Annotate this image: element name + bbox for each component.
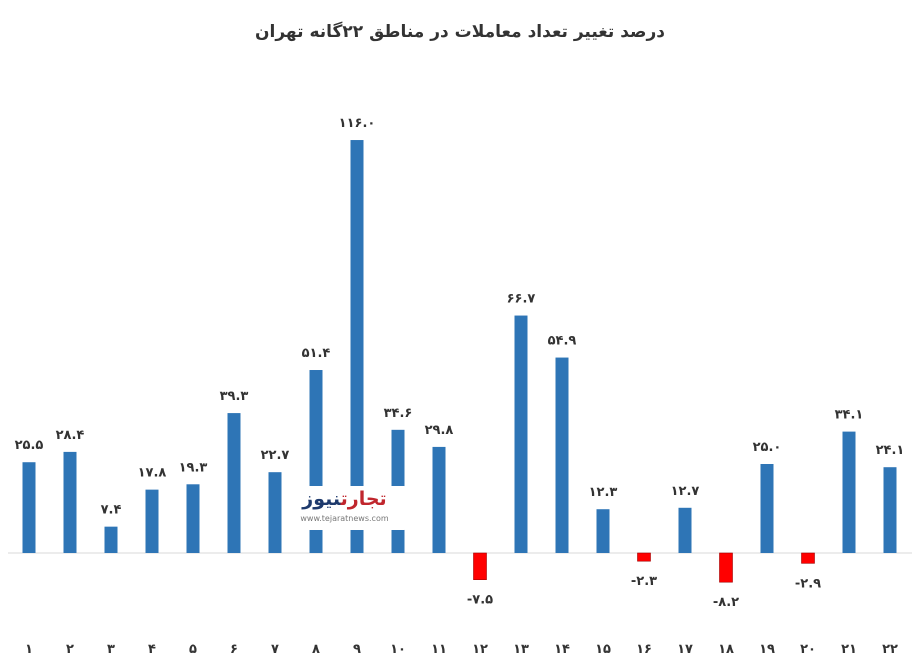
data-label-9: ۱۱۶.۰	[339, 116, 376, 131]
x-tick-label-4: ۴	[148, 642, 156, 657]
bar-22	[883, 467, 897, 553]
data-label-13: ۶۶.۷	[507, 292, 536, 307]
data-label-18: -۸.۲	[713, 595, 739, 610]
x-tick-label-19: ۱۹	[759, 642, 775, 657]
x-tick-label-14: ۱۴	[554, 642, 570, 657]
bars-group	[22, 140, 897, 583]
x-tick-label-16: ۱۶	[636, 642, 652, 657]
data-label-1: ۲۵.۵	[15, 438, 44, 453]
data-label-11: ۲۹.۸	[425, 423, 454, 438]
x-tick-label-1: ۱	[25, 642, 33, 657]
data-label-19: ۲۵.۰	[753, 440, 782, 455]
data-label-10: ۳۴.۶	[384, 406, 413, 421]
x-tick-label-22: ۲۲	[882, 642, 898, 657]
data-label-3: ۷.۴	[101, 503, 122, 518]
x-tick-label-8: ۸	[312, 642, 320, 657]
data-label-20: -۲.۹	[795, 576, 821, 591]
bar-15	[596, 509, 610, 553]
x-tick-label-21: ۲۱	[841, 642, 857, 657]
x-tick-label-3: ۳	[107, 642, 115, 657]
bar-14	[555, 357, 569, 553]
bar-5	[186, 484, 200, 553]
data-label-21: ۳۴.۱	[835, 408, 864, 423]
x-tick-label-2: ۲	[66, 642, 74, 657]
data-label-4: ۱۷.۸	[138, 466, 167, 481]
x-tick-label-5: ۵	[189, 642, 197, 657]
bar-6	[227, 413, 241, 553]
data-label-7: ۲۲.۷	[261, 448, 290, 463]
x-tick-labels-group: ۱ ۲ ۳ ۴ ۵ ۶ ۷ ۸ ۹ ۱۰ ۱۱ ۱۲ ۱۳ ۱۴ ۱۵ ۱۶ ۱۷ ۱۸ ۱۹ ۲۰ ۲۱ ۲۲	[25, 642, 898, 657]
watermark-logo: تجارتنیوز www.tejaratnews.com	[282, 486, 407, 530]
x-tick-label-7: ۷	[271, 642, 279, 657]
bar-21	[842, 431, 856, 553]
data-labels-group: ۲۵.۵ ۲۸.۴ ۷.۴ ۱۷.۸ ۱۹.۳ ۳۹.۳ ۲۲.۷ ۵۱.۴ ۱۱۶.۰ ۳۴.۶…	[15, 116, 905, 610]
bar-13	[514, 315, 528, 553]
logo-site: www.tejaratnews.com	[300, 514, 389, 523]
logo-text: تجارتنیوز	[302, 488, 387, 510]
bar-1	[22, 462, 36, 553]
x-tick-label-13: ۱۳	[513, 642, 529, 657]
x-tick-label-9: ۹	[353, 642, 361, 657]
x-tick-label-18: ۱۸	[718, 642, 734, 657]
data-label-6: ۳۹.۳	[220, 389, 249, 404]
x-tick-label-12: ۱۲	[472, 642, 488, 657]
bar-12	[473, 552, 487, 581]
x-tick-label-20: ۲۰	[800, 642, 816, 657]
data-label-12: -۷.۵	[467, 593, 493, 608]
bar-19	[760, 464, 774, 553]
data-label-17: ۱۲.۷	[671, 484, 700, 499]
bar-20	[801, 552, 815, 564]
chart-title: درصد تغییر تعداد معاملات در مناطق ۲۲گانه…	[255, 22, 665, 42]
x-tick-label-15: ۱۵	[595, 642, 611, 657]
data-label-16: -۲.۳	[631, 574, 657, 589]
x-tick-label-6: ۶	[230, 642, 238, 657]
bar-17	[678, 507, 692, 553]
bar-9	[350, 140, 364, 554]
bar-7	[268, 472, 282, 553]
bar-2	[63, 451, 77, 553]
x-tick-label-10: ۱۰	[390, 642, 406, 657]
data-label-5: ۱۹.۳	[179, 460, 208, 475]
bar-3	[104, 526, 118, 553]
bar-4	[145, 489, 159, 553]
data-label-2: ۲۸.۴	[56, 428, 85, 443]
x-tick-label-11: ۱۱	[431, 642, 447, 657]
data-label-15: ۱۲.۳	[589, 485, 618, 500]
data-label-22: ۲۴.۱	[876, 443, 905, 458]
bar-16	[637, 552, 651, 562]
x-tick-label-17: ۱۷	[677, 642, 693, 657]
data-label-14: ۵۴.۹	[548, 334, 577, 349]
data-label-8: ۵۱.۴	[302, 346, 331, 361]
bar-18	[719, 552, 733, 583]
bar-11	[432, 446, 446, 553]
